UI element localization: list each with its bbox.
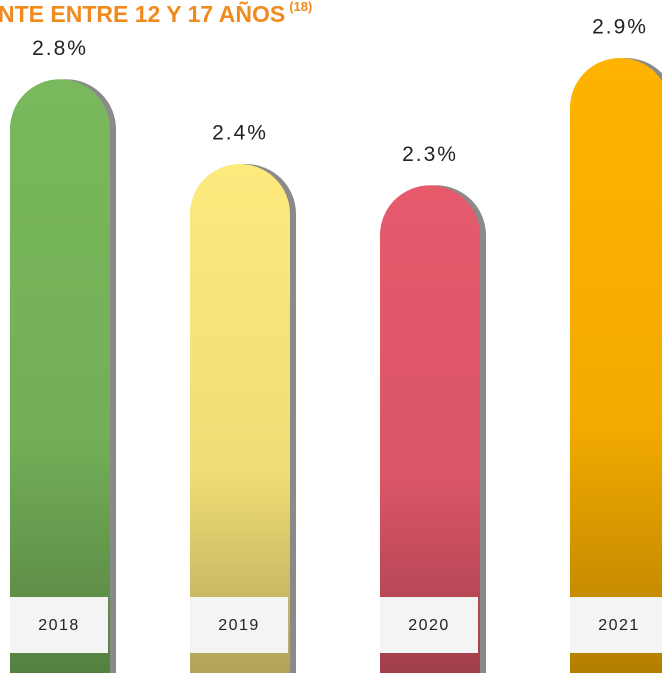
chart-title: NTE ENTRE 12 Y 17 AÑOS (18) bbox=[0, 0, 312, 27]
bar-shade bbox=[570, 58, 662, 673]
x-tick-label: 2018 bbox=[38, 617, 80, 634]
title-text: NTE ENTRE 12 Y 17 AÑOS bbox=[0, 0, 285, 27]
x-tick-label: 2021 bbox=[598, 617, 640, 634]
value-label: 2.3% bbox=[402, 143, 458, 166]
bar-shade bbox=[10, 79, 110, 673]
value-label: 2.9% bbox=[592, 16, 648, 39]
bar-shade bbox=[380, 185, 480, 673]
category-box bbox=[380, 597, 478, 653]
x-tick-label: 2019 bbox=[218, 617, 260, 634]
value-label: 2.8% bbox=[32, 37, 88, 60]
category-box bbox=[190, 597, 288, 653]
bar-shade bbox=[190, 164, 290, 673]
category-box bbox=[10, 597, 108, 653]
category-box bbox=[570, 597, 662, 653]
title-note: (18) bbox=[289, 0, 312, 14]
value-label: 2.4% bbox=[212, 122, 268, 145]
x-tick-label: 2020 bbox=[408, 617, 450, 634]
